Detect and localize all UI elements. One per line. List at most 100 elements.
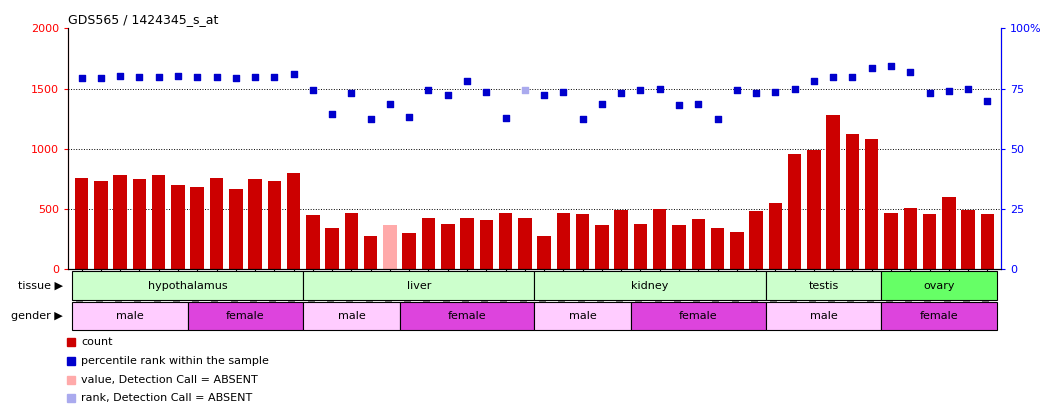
Text: tissue ▶: tissue ▶ [18,281,63,290]
Bar [923,214,936,269]
Point [786,85,803,92]
Bar [364,236,377,269]
Point [73,75,90,81]
Bar [152,175,166,269]
Bar [74,178,88,269]
Text: male: male [337,311,366,321]
Point [112,72,129,79]
Bar [460,217,474,269]
Text: ovary: ovary [923,281,955,290]
Bar [303,271,534,300]
Point [728,87,745,93]
Text: male: male [810,311,837,321]
Text: value, Detection Call = ABSENT: value, Detection Call = ABSENT [82,375,258,385]
Bar [171,185,184,269]
Point [497,114,514,121]
Point [806,78,823,85]
Bar [191,188,204,269]
Text: male: male [569,311,596,321]
Point [652,85,669,92]
Point [266,73,283,80]
Bar [692,219,705,269]
Point [189,74,205,80]
Point [767,89,784,96]
Bar [72,271,303,300]
Point [246,74,263,80]
Point [517,87,533,93]
Bar [248,179,262,269]
Bar [768,203,782,269]
Point [343,90,359,97]
Bar [113,175,127,269]
Point [92,75,109,81]
Bar [267,181,281,269]
Bar [480,220,493,269]
Bar [303,302,399,330]
Bar [730,232,744,269]
Text: male: male [116,311,144,321]
Text: count: count [82,337,113,347]
Text: GDS565 / 1424345_s_at: GDS565 / 1424345_s_at [68,13,218,26]
Point [825,73,842,80]
Bar [942,197,956,269]
Point [844,73,860,80]
Bar [499,213,512,269]
Point [305,87,322,93]
Point [690,101,706,107]
Text: testis: testis [808,281,838,290]
Point [400,113,417,120]
Bar [846,134,859,269]
Bar [345,213,358,269]
Bar [865,139,878,269]
Text: female: female [679,311,718,321]
Bar [961,210,975,269]
Bar [576,214,589,269]
Point [478,89,495,96]
Point [131,74,148,80]
Text: female: female [226,311,265,321]
Bar [188,302,303,330]
Bar [749,211,763,269]
Bar [827,115,839,269]
Bar [614,210,628,269]
Point [381,101,398,107]
Text: liver: liver [407,281,431,290]
Bar [534,271,766,300]
Point [459,78,476,85]
Bar [634,224,648,269]
Bar [631,302,766,330]
Point [882,62,899,69]
Bar [538,236,551,269]
Point [285,71,302,77]
Point [960,85,977,92]
Bar [653,209,667,269]
Bar [94,181,108,269]
Point [170,72,187,79]
Text: percentile rank within the sample: percentile rank within the sample [82,356,269,366]
Point [227,75,244,81]
Text: rank, Detection Call = ABSENT: rank, Detection Call = ABSENT [82,393,253,403]
Bar [672,225,685,269]
Bar [766,302,881,330]
Text: hypothalamus: hypothalamus [148,281,227,290]
Bar [903,208,917,269]
Point [671,102,687,109]
Point [555,89,572,96]
Point [940,88,957,94]
Bar [325,228,339,269]
Bar [306,215,320,269]
Bar [885,213,898,269]
Text: gender ▶: gender ▶ [12,311,63,321]
Point [593,101,610,107]
Point [979,98,996,104]
Point [632,87,649,93]
Point [420,87,437,93]
Bar [210,178,223,269]
Bar [788,153,802,269]
Bar [881,271,997,300]
Text: female: female [447,311,486,321]
Bar [72,302,188,330]
Point [921,90,938,97]
Bar [287,173,301,269]
Point [324,111,341,117]
